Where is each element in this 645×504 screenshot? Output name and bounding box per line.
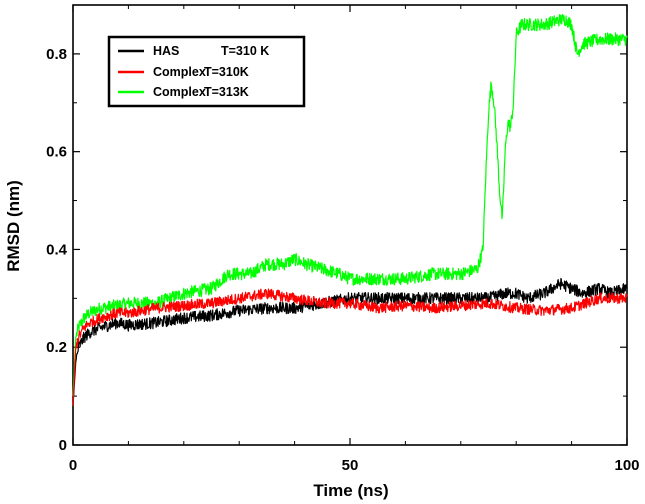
- series-line-0: [72, 277, 628, 406]
- axis-ticks: 0 50 100 0 0.2 0.4 0.6 0.8: [46, 4, 640, 474]
- series-layer: [72, 13, 628, 406]
- y-tick-label: 0.8: [46, 46, 67, 63]
- y-tick-label: 0.2: [46, 339, 67, 356]
- x-tick-label: 50: [342, 457, 359, 474]
- x-tick-label: 100: [614, 457, 639, 474]
- legend-label-0: HAS: [153, 44, 179, 58]
- series-line-2: [72, 13, 628, 397]
- x-axis-label: Time (ns): [313, 481, 388, 500]
- series-line-1: [72, 288, 628, 406]
- legend-extra-1: T=310K: [204, 65, 249, 79]
- legend-label-2: Complex: [153, 85, 206, 99]
- y-tick-label: 0.6: [46, 144, 67, 161]
- y-tick-label: 0: [59, 437, 67, 454]
- legend: HAS T=310 K Complex T=310K Complex T=313…: [107, 35, 306, 108]
- legend-extra-0: T=310 K: [221, 44, 269, 58]
- x-tick-label: 0: [69, 457, 77, 474]
- y-axis-label: RMSD (nm): [4, 180, 23, 272]
- legend-extra-2: T=313K: [204, 85, 249, 99]
- legend-label-1: Complex: [153, 65, 206, 79]
- y-tick-label: 0.4: [46, 241, 68, 258]
